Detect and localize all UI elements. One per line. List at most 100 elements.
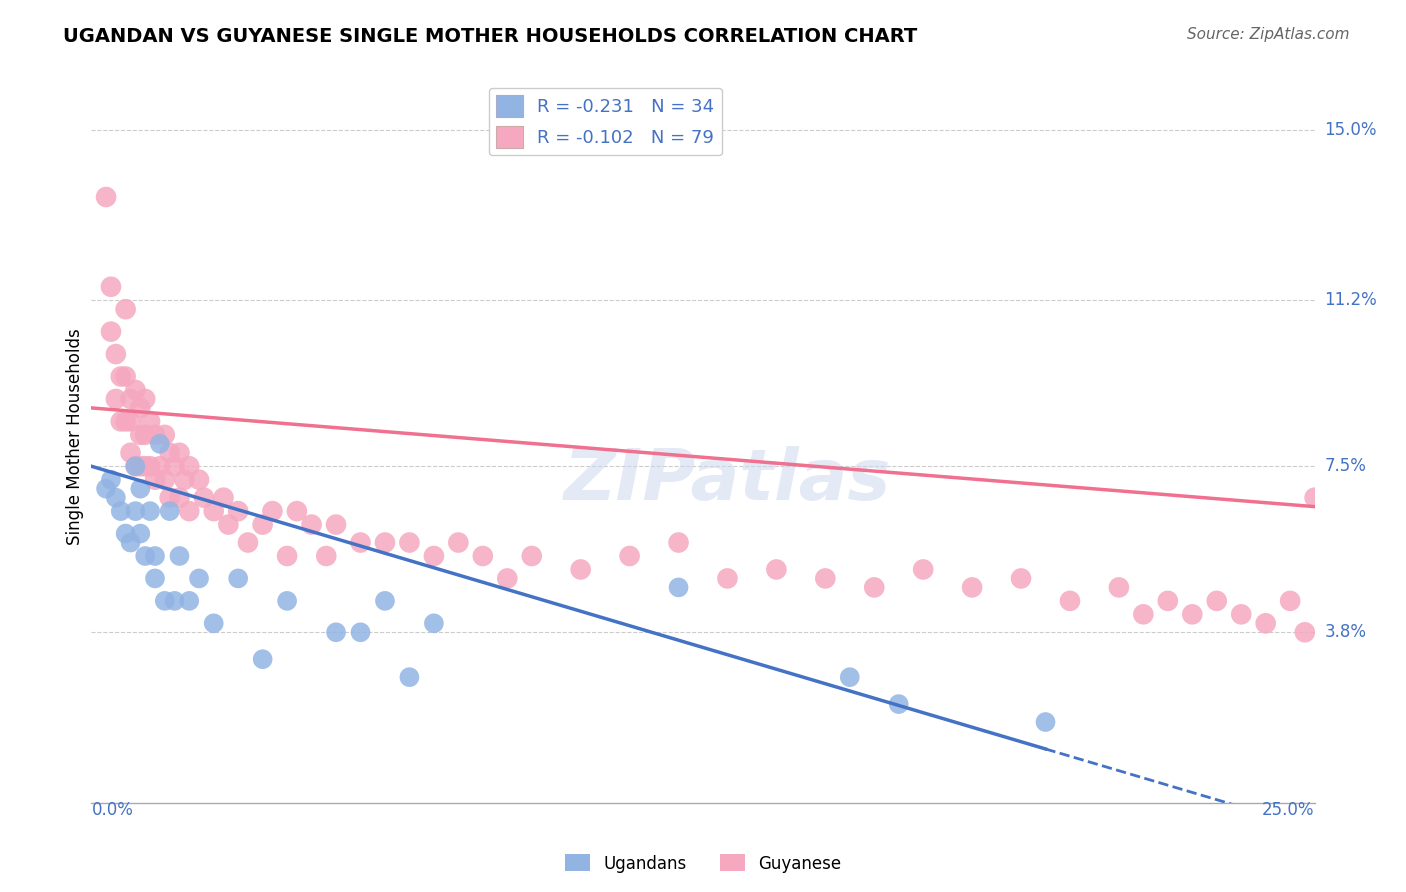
Point <box>134 427 156 442</box>
Point <box>139 414 162 428</box>
Point <box>1205 594 1227 608</box>
Point <box>496 571 519 585</box>
Point <box>134 392 156 406</box>
Point <box>94 190 117 204</box>
Text: 25.0%: 25.0% <box>1263 800 1315 819</box>
Point <box>163 594 186 608</box>
Point <box>202 504 225 518</box>
Point <box>143 473 166 487</box>
Point <box>104 491 127 505</box>
Text: UGANDAN VS GUYANESE SINGLE MOTHER HOUSEHOLDS CORRELATION CHART: UGANDAN VS GUYANESE SINGLE MOTHER HOUSEH… <box>63 27 918 45</box>
Point <box>1108 581 1130 595</box>
Point <box>120 414 142 428</box>
Point <box>110 414 132 428</box>
Point <box>301 517 323 532</box>
Point <box>262 504 284 518</box>
Point <box>668 581 690 595</box>
Point <box>325 625 347 640</box>
Point <box>276 549 298 563</box>
Point <box>104 347 127 361</box>
Point <box>1303 491 1326 505</box>
Point <box>423 616 446 631</box>
Point <box>100 279 122 293</box>
Text: 15.0%: 15.0% <box>1324 120 1376 138</box>
Point <box>668 535 690 549</box>
Point <box>1279 594 1302 608</box>
Point <box>838 670 860 684</box>
Point <box>143 427 166 442</box>
Point <box>252 652 274 666</box>
Point <box>173 473 195 487</box>
Point <box>120 446 142 460</box>
Point <box>94 482 117 496</box>
Point <box>1035 714 1057 729</box>
Point <box>129 482 152 496</box>
Point <box>887 697 910 711</box>
Text: 0.0%: 0.0% <box>91 800 134 819</box>
Text: Source: ZipAtlas.com: Source: ZipAtlas.com <box>1187 27 1350 42</box>
Point <box>169 446 191 460</box>
Point <box>960 581 983 595</box>
Point <box>124 383 146 397</box>
Point <box>619 549 641 563</box>
Point <box>814 571 837 585</box>
Point <box>153 427 176 442</box>
Y-axis label: Single Mother Households: Single Mother Households <box>66 329 84 545</box>
Point <box>193 491 215 505</box>
Point <box>349 535 371 549</box>
Point <box>120 535 142 549</box>
Point <box>863 581 886 595</box>
Point <box>114 526 136 541</box>
Point <box>143 571 166 585</box>
Point <box>110 504 132 518</box>
Point <box>520 549 543 563</box>
Point <box>134 549 156 563</box>
Point <box>212 491 235 505</box>
Point <box>159 446 181 460</box>
Text: ZIPatlas: ZIPatlas <box>564 447 891 516</box>
Point <box>285 504 308 518</box>
Point <box>163 459 186 474</box>
Point <box>143 549 166 563</box>
Point <box>104 392 127 406</box>
Legend: R = -0.231   N = 34, R = -0.102   N = 79: R = -0.231 N = 34, R = -0.102 N = 79 <box>489 87 721 155</box>
Point <box>765 562 787 576</box>
Point <box>129 526 152 541</box>
Point <box>1157 594 1180 608</box>
Text: 3.8%: 3.8% <box>1324 624 1367 641</box>
Point <box>569 562 592 576</box>
Point <box>1294 625 1316 640</box>
Point <box>129 459 152 474</box>
Point <box>1230 607 1253 622</box>
Point <box>471 549 494 563</box>
Point <box>139 504 162 518</box>
Point <box>149 459 172 474</box>
Point <box>226 571 249 585</box>
Point <box>179 459 201 474</box>
Point <box>139 459 162 474</box>
Point <box>149 437 172 451</box>
Point <box>423 549 446 563</box>
Point <box>912 562 935 576</box>
Point <box>100 325 122 339</box>
Text: 7.5%: 7.5% <box>1324 458 1367 475</box>
Point <box>179 504 201 518</box>
Point <box>252 517 274 532</box>
Point <box>226 504 249 518</box>
Point <box>188 571 211 585</box>
Point <box>114 414 136 428</box>
Point <box>1181 607 1204 622</box>
Point <box>716 571 738 585</box>
Point <box>159 504 181 518</box>
Point <box>124 459 146 474</box>
Point <box>134 459 156 474</box>
Point <box>276 594 298 608</box>
Point <box>398 535 420 549</box>
Point <box>1254 616 1277 631</box>
Point <box>398 670 420 684</box>
Point <box>325 517 347 532</box>
Point <box>124 459 146 474</box>
Point <box>1132 607 1154 622</box>
Point <box>129 427 152 442</box>
Point <box>153 594 176 608</box>
